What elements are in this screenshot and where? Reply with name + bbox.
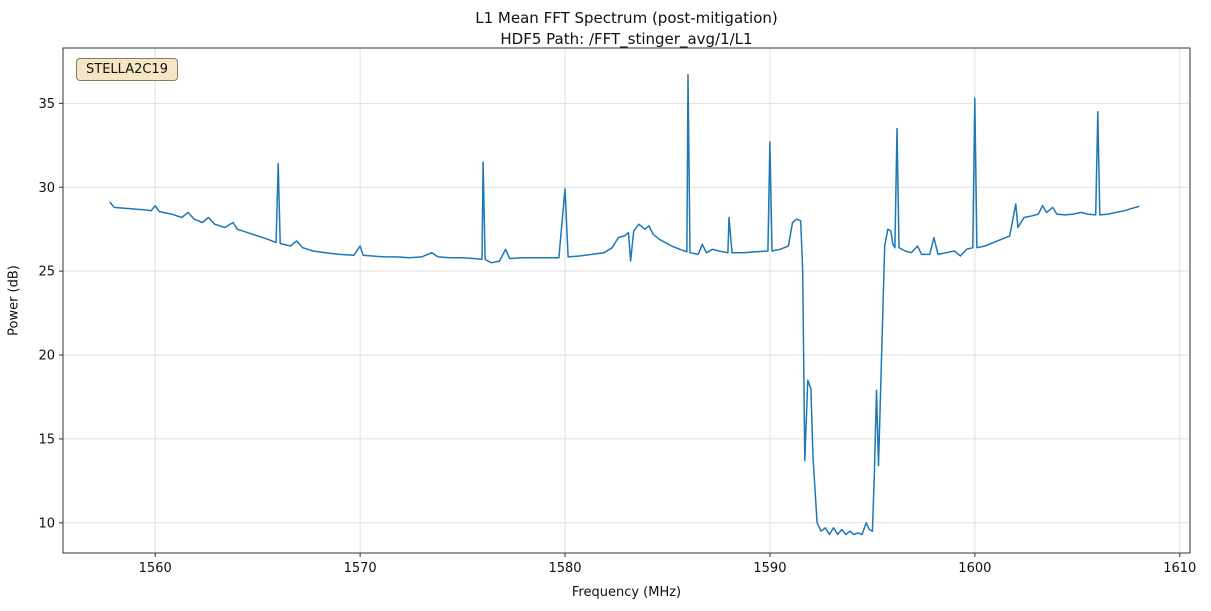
x-tick-label: 1600 [958, 561, 991, 576]
y-tick-label: 10 [38, 516, 55, 531]
y-axis-label: Power (dB) [6, 265, 22, 336]
x-tick-label: 1590 [753, 561, 786, 576]
x-tick-label: 1610 [1163, 561, 1196, 576]
axes-frame [62, 47, 1191, 554]
annotation-label: STELLA2C19 [86, 62, 168, 77]
y-tick-label: 25 [38, 265, 55, 280]
annotation-box: STELLA2C19 [76, 58, 178, 81]
x-tick-label: 1560 [139, 561, 172, 576]
y-tick-label: 35 [38, 97, 55, 112]
y-tick-label: 20 [38, 349, 55, 364]
x-tick-label: 1570 [344, 561, 377, 576]
chart-title: L1 Mean FFT Spectrum (post-mitigation) [475, 9, 778, 27]
spectrum-line [109, 74, 1140, 536]
y-tick-label: 15 [38, 432, 55, 447]
chart-subtitle: HDF5 Path: /FFT_stinger_avg/1/L1 [500, 30, 753, 48]
x-tick-label: 1580 [548, 561, 581, 576]
x-axis-label: Frequency (MHz) [571, 585, 682, 600]
y-tick-label: 30 [38, 181, 55, 196]
